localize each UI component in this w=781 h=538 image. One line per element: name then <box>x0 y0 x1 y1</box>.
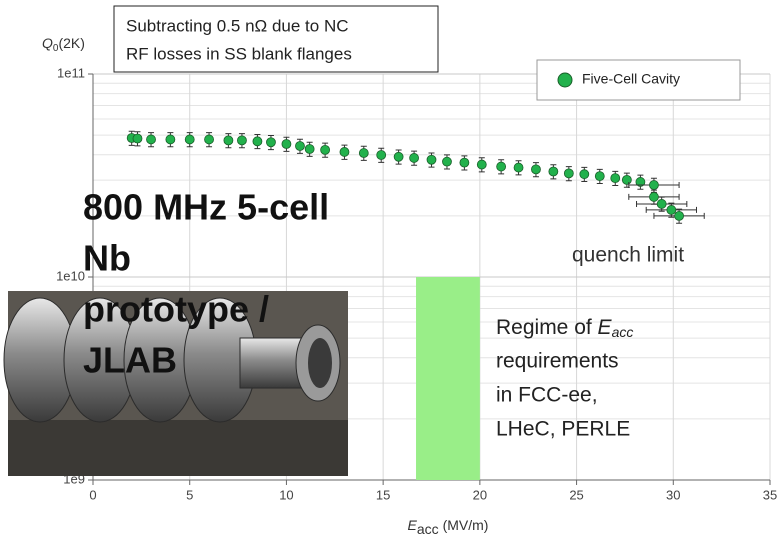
data-point <box>295 141 305 151</box>
data-point <box>358 148 369 158</box>
x-tick-label: 20 <box>473 487 487 502</box>
flange-hole <box>308 338 332 388</box>
photo-caption: Nb <box>83 238 131 279</box>
text-part: E <box>598 316 613 339</box>
text-part: E <box>408 517 418 533</box>
data-point <box>204 134 214 145</box>
data-point <box>563 168 574 179</box>
text-part: (MV/m) <box>439 517 489 533</box>
data-point <box>649 180 659 190</box>
data-point <box>666 205 677 215</box>
data-point <box>610 173 621 184</box>
data-point <box>146 134 156 145</box>
data-point <box>594 171 605 182</box>
regime-text: LHeC, PERLE <box>496 418 630 441</box>
x-tick-label: 5 <box>186 487 193 502</box>
regime-text: Regime of Eacc <box>496 316 633 340</box>
data-point <box>496 161 507 172</box>
data-point <box>339 147 350 157</box>
data-point <box>409 153 419 163</box>
text-part: (2K) <box>58 35 84 51</box>
data-point <box>579 169 590 180</box>
photo <box>3 291 348 476</box>
photo-caption: JLAB <box>83 340 177 381</box>
data-point <box>304 144 315 154</box>
data-point <box>459 157 470 168</box>
data-point <box>656 199 667 209</box>
note-box <box>113 5 439 73</box>
photo-caption: 800 MHz 5-cell <box>83 187 329 228</box>
note-text: Subtracting 0.5 nΩ due to NC <box>126 16 349 35</box>
data-point <box>184 134 195 145</box>
data-point <box>621 174 632 185</box>
photo-caption: prototype / <box>83 289 269 330</box>
data-point <box>376 150 387 160</box>
data-point <box>674 210 684 221</box>
x-tick-label: 35 <box>763 487 777 502</box>
x-tick-label: 0 <box>89 487 96 502</box>
photo-table <box>8 420 348 476</box>
regime-text: in FCC-ee, <box>496 384 598 407</box>
data-point <box>132 133 143 144</box>
data-point <box>281 139 292 149</box>
data-point <box>426 154 437 165</box>
data-point <box>252 136 263 147</box>
data-point <box>531 164 541 175</box>
data-point <box>513 162 524 173</box>
text-part: Q <box>42 35 53 51</box>
x-tick-label: 25 <box>569 487 583 502</box>
data-point <box>320 144 331 155</box>
data-point <box>237 135 247 146</box>
data-point <box>393 151 404 162</box>
quench-label: quench limit <box>572 244 684 267</box>
text-part: Regime of <box>496 316 598 339</box>
data-point <box>548 166 559 177</box>
data-point <box>476 159 487 170</box>
regime-text: requirements <box>496 350 619 373</box>
legend-label: Five-Cell Cavity <box>582 71 680 87</box>
y-axis-label: Q0(2K) <box>42 35 85 54</box>
x-tick-label: 30 <box>666 487 680 502</box>
data-point <box>165 134 176 145</box>
text-part: acc <box>417 521 439 537</box>
text-part: acc <box>612 324 634 340</box>
data-point <box>442 156 452 167</box>
data-point <box>266 137 276 148</box>
data-point <box>223 135 234 146</box>
y-tick-label: 1e11 <box>57 65 85 80</box>
regime-band <box>416 277 480 480</box>
text-part: 0 <box>53 43 59 54</box>
x-tick-label: 10 <box>279 487 293 502</box>
x-tick-label: 15 <box>376 487 390 502</box>
legend-marker <box>557 72 573 88</box>
y-tick-label: 1e10 <box>56 268 85 283</box>
data-point <box>649 192 659 202</box>
note-text: RF losses in SS blank flanges <box>126 44 352 63</box>
x-axis-label: Eacc (MV/m) <box>408 517 489 537</box>
data-point <box>635 177 646 187</box>
